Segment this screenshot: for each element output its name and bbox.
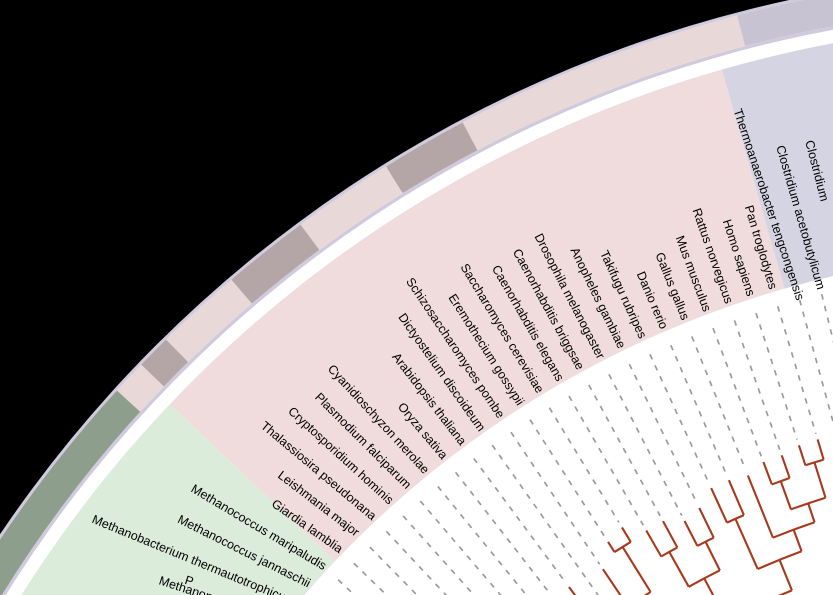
species-label: P [183,573,195,589]
leaf-dash-leader [437,485,528,595]
tree-branch [710,487,728,524]
tree-branch [780,454,791,479]
annotation-band-segment-7 [116,364,164,412]
leaf-dash-leader [548,407,620,523]
leaf-dash-leader [402,515,475,595]
annotation-band-segment-3 [300,166,403,250]
tree-branch [607,541,616,553]
sector-archaea [21,404,336,595]
leaf-dash-leader [510,431,601,565]
leaf-dash-leader [776,306,817,434]
leaf-dash-leader [568,395,645,526]
annotation-band-segment-1 [462,15,745,151]
annotation-band-segment-0 [737,0,833,47]
tree-branch [813,462,827,499]
tree-branch [698,507,715,539]
tree-branch [797,444,807,466]
annotation-band-segment-4 [231,224,320,304]
tree-branch [621,546,652,593]
annotation-band-segment-2 [385,122,478,194]
tree-branch [645,529,663,558]
leaf-dash-leader [419,500,502,595]
leaf-dash-leader [454,471,553,595]
annotation-band-segment-8 [0,390,141,595]
tree-branch [792,529,803,552]
leaf-dash-leader [491,444,599,595]
tree-branch [779,480,792,510]
tree-branch [727,479,745,516]
sector-bacteria [721,43,833,289]
sector-eukaryota [169,69,785,562]
annotation-band-segment-6 [141,339,189,387]
tree-branch [703,577,715,595]
tree-branch [762,461,773,485]
tree-branch [683,520,699,547]
leaf-dash-leader [691,336,747,471]
leaf-dash-leader [353,562,388,595]
tree-branch [778,559,793,591]
tree-branches [568,439,827,595]
leaf-dash-leader [608,373,683,517]
leaf-dash-leader [755,312,798,440]
tree-branch [602,568,622,595]
tree-branch [662,520,679,548]
leaf-dash-leader [588,384,661,517]
tree-branch [746,475,774,539]
leaf-dash-leader [798,299,833,425]
leaf-dash-leader [473,457,567,583]
leaf-dash-leader [628,363,698,503]
tree-branch [704,541,721,571]
tree-branch [807,502,816,523]
tree-branch [734,518,759,570]
tree-branch [816,439,825,460]
tree-branch [688,569,721,588]
annotation-band-segment-5 [166,279,252,362]
tree-branch [568,586,577,595]
tree-branch [726,514,745,524]
tree-branch [621,526,632,543]
tree-branch [668,551,690,588]
